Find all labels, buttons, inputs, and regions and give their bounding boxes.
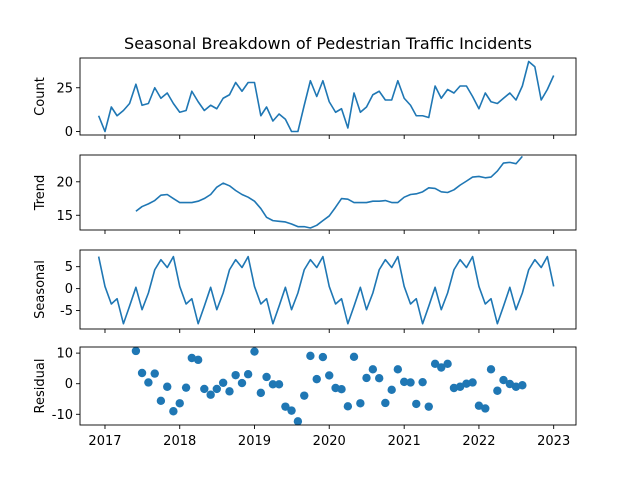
residual-point: [156, 396, 166, 406]
residual-point: [318, 352, 328, 362]
residual-point: [200, 384, 209, 394]
y-tick-label: 0: [65, 125, 73, 140]
residual-point: [399, 377, 409, 387]
panel-seasonal: -5 0 5 Seasonal: [33, 249, 577, 333]
y-tick-label: 20: [56, 175, 73, 190]
x-tick-label: 2018: [163, 434, 196, 449]
x-tick-label: 2022: [462, 434, 495, 449]
residual-point: [300, 391, 309, 400]
residual-point: [430, 359, 440, 369]
residual-point: [468, 378, 477, 387]
residual-point: [474, 401, 484, 410]
residual-point: [418, 377, 427, 387]
residual-point: [281, 402, 290, 411]
residual-point: [412, 399, 421, 409]
residual-point: [349, 352, 359, 361]
x-tick-label: 2020: [313, 434, 346, 449]
series-line-trend: [135, 155, 523, 229]
residual-point: [163, 382, 172, 391]
y-tick-label: 15: [56, 209, 73, 224]
residual-point: [237, 378, 247, 388]
residual-point: [493, 386, 502, 395]
residual-point: [455, 382, 465, 391]
residual-point: [375, 374, 384, 383]
panel-frame: [79, 57, 577, 136]
residual-point: [225, 387, 234, 396]
residual-point: [362, 373, 371, 383]
residual-point: [256, 388, 266, 398]
series-line-count: [97, 60, 555, 133]
residual-point: [306, 351, 315, 361]
y-axis-label-residual: Residual: [33, 359, 48, 414]
y-axis-label-count: Count: [33, 77, 48, 116]
y-tick-label: 0: [65, 282, 73, 297]
y-tick-label: -5: [60, 304, 73, 319]
panel-trend: 15 20 Trend: [33, 154, 577, 234]
residual-point: [131, 346, 141, 356]
residual-point: [518, 381, 527, 390]
x-tick-label: 2023: [537, 434, 570, 449]
residual-point: [218, 378, 228, 387]
residual-point: [343, 402, 353, 411]
residual-point: [511, 382, 521, 391]
chart-title: Seasonal Breakdown of Pedestrian Traffic…: [124, 34, 532, 53]
residual-point: [144, 378, 153, 387]
x-tick-label: 2019: [238, 434, 271, 449]
residual-point: [137, 368, 147, 378]
residual-point: [293, 417, 303, 426]
residual-point: [337, 385, 346, 394]
x-tick-label: 2017: [88, 434, 121, 449]
y-tick-label: 5: [65, 260, 73, 275]
y-tick-label: 25: [56, 81, 73, 96]
residual-point: [287, 406, 296, 415]
residual-point: [486, 365, 496, 374]
residual-point: [231, 370, 240, 380]
residual-point: [424, 402, 433, 411]
panel-frame: [79, 346, 577, 426]
x-tick-label: 2021: [388, 434, 421, 449]
residual-point: [368, 365, 378, 374]
residual-point: [206, 390, 215, 399]
residual-point: [175, 399, 184, 408]
residual-point: [169, 407, 178, 416]
residual-point: [443, 359, 452, 369]
panel-frame: [79, 249, 577, 330]
residual-point: [150, 369, 159, 378]
y-tick-label: 0: [65, 377, 73, 392]
residual-point: [437, 363, 446, 372]
panels-group: 0 25 Count 15 20 Trend -5 0 5 Seasonal -10 0 10 2017 2…: [33, 57, 577, 449]
residual-point: [212, 384, 221, 394]
panel-frame: [79, 154, 577, 231]
residual-point: [312, 374, 321, 384]
residual-point: [250, 347, 259, 356]
residual-point: [268, 380, 278, 389]
residual-point: [356, 399, 365, 408]
residual-point: [481, 404, 490, 413]
residual-point: [187, 353, 197, 363]
residual-point: [325, 371, 334, 380]
y-axis-label-seasonal: Seasonal: [33, 260, 48, 319]
panel-residual: -10 0 10 2017 2018 2019 2020 2021 2022 2023 Residu…: [33, 346, 577, 449]
y-tick-label: 10: [56, 347, 73, 362]
y-axis-label-trend: Trend: [33, 175, 48, 212]
residual-point: [499, 375, 508, 385]
residual-point: [406, 378, 415, 387]
y-tick-label: -10: [52, 408, 73, 423]
series-line-seasonal: [97, 255, 555, 325]
panel-count: 0 25 Count: [33, 57, 577, 140]
residual-point: [181, 383, 191, 392]
residual-point: [193, 355, 203, 365]
residual-point: [274, 380, 284, 389]
residual-point: [262, 372, 271, 382]
residual-point: [243, 370, 253, 379]
residual-point: [381, 398, 390, 408]
residual-point: [393, 365, 403, 374]
residual-point: [387, 385, 396, 395]
